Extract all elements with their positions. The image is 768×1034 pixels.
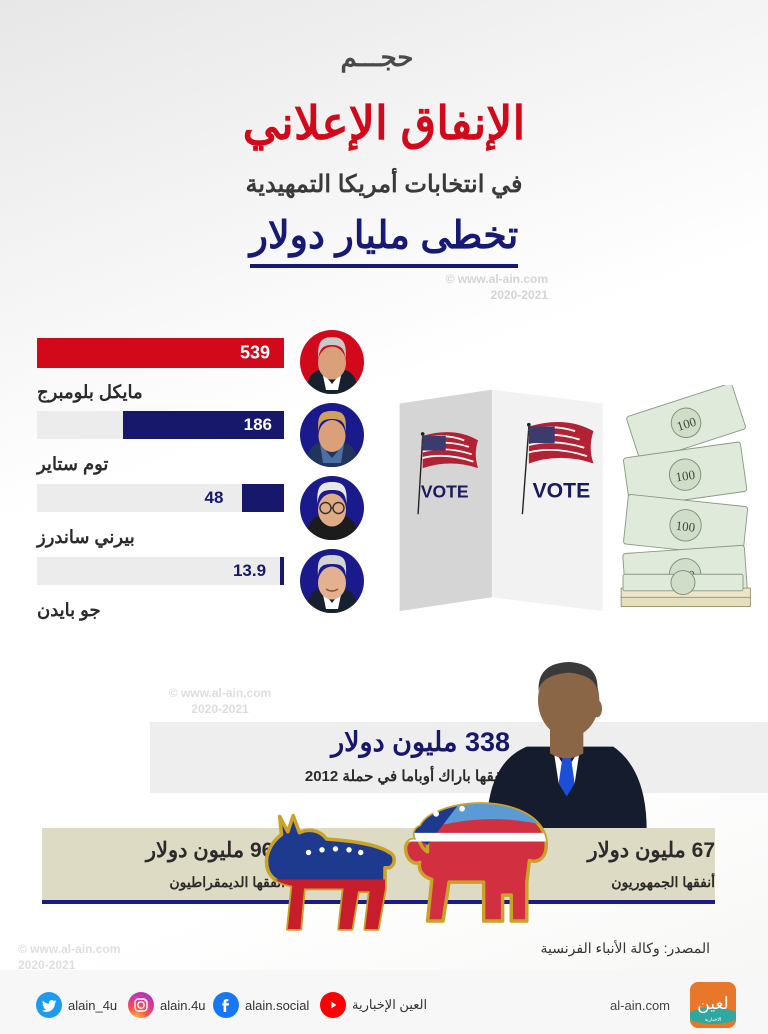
svg-text:الاخبارية: الاخبارية (705, 1017, 722, 1023)
svg-text:لعين: لعين (697, 994, 728, 1014)
svg-text:100: 100 (675, 518, 696, 535)
svg-text:VOTE: VOTE (533, 480, 591, 503)
svg-text:100: 100 (675, 467, 696, 485)
svg-text:VOTE: VOTE (421, 482, 469, 502)
